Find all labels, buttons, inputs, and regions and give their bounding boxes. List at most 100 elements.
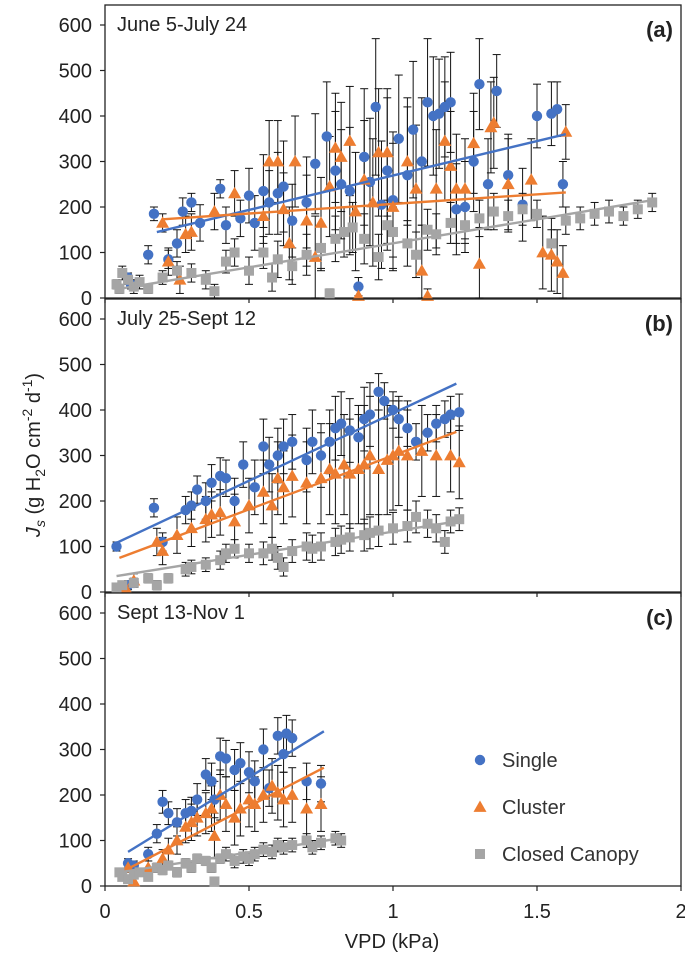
data-point <box>524 173 538 185</box>
data-point <box>550 255 564 267</box>
panel-frame <box>104 592 682 887</box>
data-point <box>200 769 211 780</box>
legend-label: Cluster <box>502 797 566 819</box>
data-point <box>249 776 260 787</box>
data-point <box>373 252 384 263</box>
data-point <box>229 855 240 866</box>
legend-label: Single <box>502 750 558 772</box>
x-tick-label: 1 <box>387 901 398 923</box>
data-point <box>388 227 398 238</box>
legend-marker <box>475 849 485 859</box>
data-point <box>143 249 154 260</box>
y-tick-label: 100 <box>59 243 92 265</box>
data-point <box>238 851 249 862</box>
data-point <box>287 732 298 744</box>
data-point <box>372 145 386 158</box>
data-point <box>314 216 328 228</box>
data-point <box>431 523 442 534</box>
data-point <box>301 197 312 208</box>
data-point <box>438 134 452 146</box>
y-axis-label-part1: (g H <box>23 477 45 520</box>
y-axis-label: Js (g H2O cm-2 d-1) <box>19 373 48 538</box>
data-point <box>190 811 204 823</box>
markers-closed-canopy <box>114 833 347 887</box>
data-point <box>307 842 318 853</box>
data-point <box>503 211 514 222</box>
data-point <box>156 216 170 228</box>
data-point <box>380 145 394 158</box>
trend-line <box>116 382 457 544</box>
data-point <box>287 215 298 226</box>
data-point <box>388 523 398 534</box>
data-point <box>220 548 231 559</box>
data-point <box>272 552 283 563</box>
legend-label: Closed Canopy <box>502 844 639 866</box>
data-point <box>180 564 191 575</box>
data-point <box>334 150 348 162</box>
data-point <box>337 458 351 470</box>
data-point <box>363 449 377 461</box>
data-point <box>123 874 134 885</box>
data-point <box>400 449 414 461</box>
data-point <box>206 477 217 488</box>
y-axis-label-sup2: -1 <box>19 379 35 392</box>
data-point <box>148 208 160 220</box>
data-point <box>431 229 442 240</box>
data-point <box>314 797 328 809</box>
data-point <box>575 213 586 224</box>
data-point <box>233 802 247 814</box>
trend-line <box>116 520 457 578</box>
data-point <box>449 182 463 194</box>
data-point <box>278 561 289 572</box>
data-point <box>235 757 246 769</box>
data-point <box>278 441 289 452</box>
data-point <box>206 862 217 873</box>
data-point <box>177 206 188 217</box>
y-tick-label: 500 <box>59 649 92 671</box>
legend-item-single: Single <box>474 750 558 772</box>
data-point <box>517 204 528 215</box>
data-point <box>557 179 569 190</box>
data-point <box>422 518 433 529</box>
data-point <box>431 418 442 429</box>
y-axis-label-sup1: -2 <box>19 409 35 422</box>
data-point <box>157 796 168 808</box>
data-point <box>532 208 542 219</box>
data-point <box>422 427 433 438</box>
data-point <box>307 436 318 448</box>
data-point <box>288 155 302 167</box>
data-point <box>228 811 242 823</box>
data-point <box>186 561 197 572</box>
data-point <box>343 134 357 146</box>
data-point <box>256 485 270 497</box>
legend-item-cluster: Cluster <box>473 797 566 819</box>
data-point <box>134 277 145 288</box>
data-point <box>163 573 174 584</box>
data-point <box>277 480 291 493</box>
data-point <box>344 185 355 197</box>
data-point <box>200 559 211 570</box>
data-point <box>386 200 400 212</box>
y-tick-label: 0 <box>81 288 92 310</box>
y-tick-label: 500 <box>59 61 92 83</box>
data-point <box>300 214 314 226</box>
data-point <box>301 835 312 846</box>
data-point <box>228 186 242 199</box>
data-point <box>439 536 450 547</box>
data-point <box>186 197 197 208</box>
y-tick-label: 300 <box>59 740 92 762</box>
data-point <box>618 211 629 222</box>
panel-letter: (a) <box>646 17 673 42</box>
data-point <box>632 204 643 215</box>
data-point <box>191 484 203 495</box>
data-point <box>422 97 433 108</box>
data-point <box>172 867 182 878</box>
data-point <box>172 265 182 276</box>
data-point <box>445 217 456 228</box>
data-point <box>229 764 240 776</box>
panel-1: 0 100 200 300 400 500 600 July 25-Sept 12 (b) <box>59 298 682 604</box>
data-point <box>402 238 413 249</box>
trend-line <box>127 730 325 853</box>
data-point <box>310 158 321 169</box>
data-point <box>452 455 466 468</box>
